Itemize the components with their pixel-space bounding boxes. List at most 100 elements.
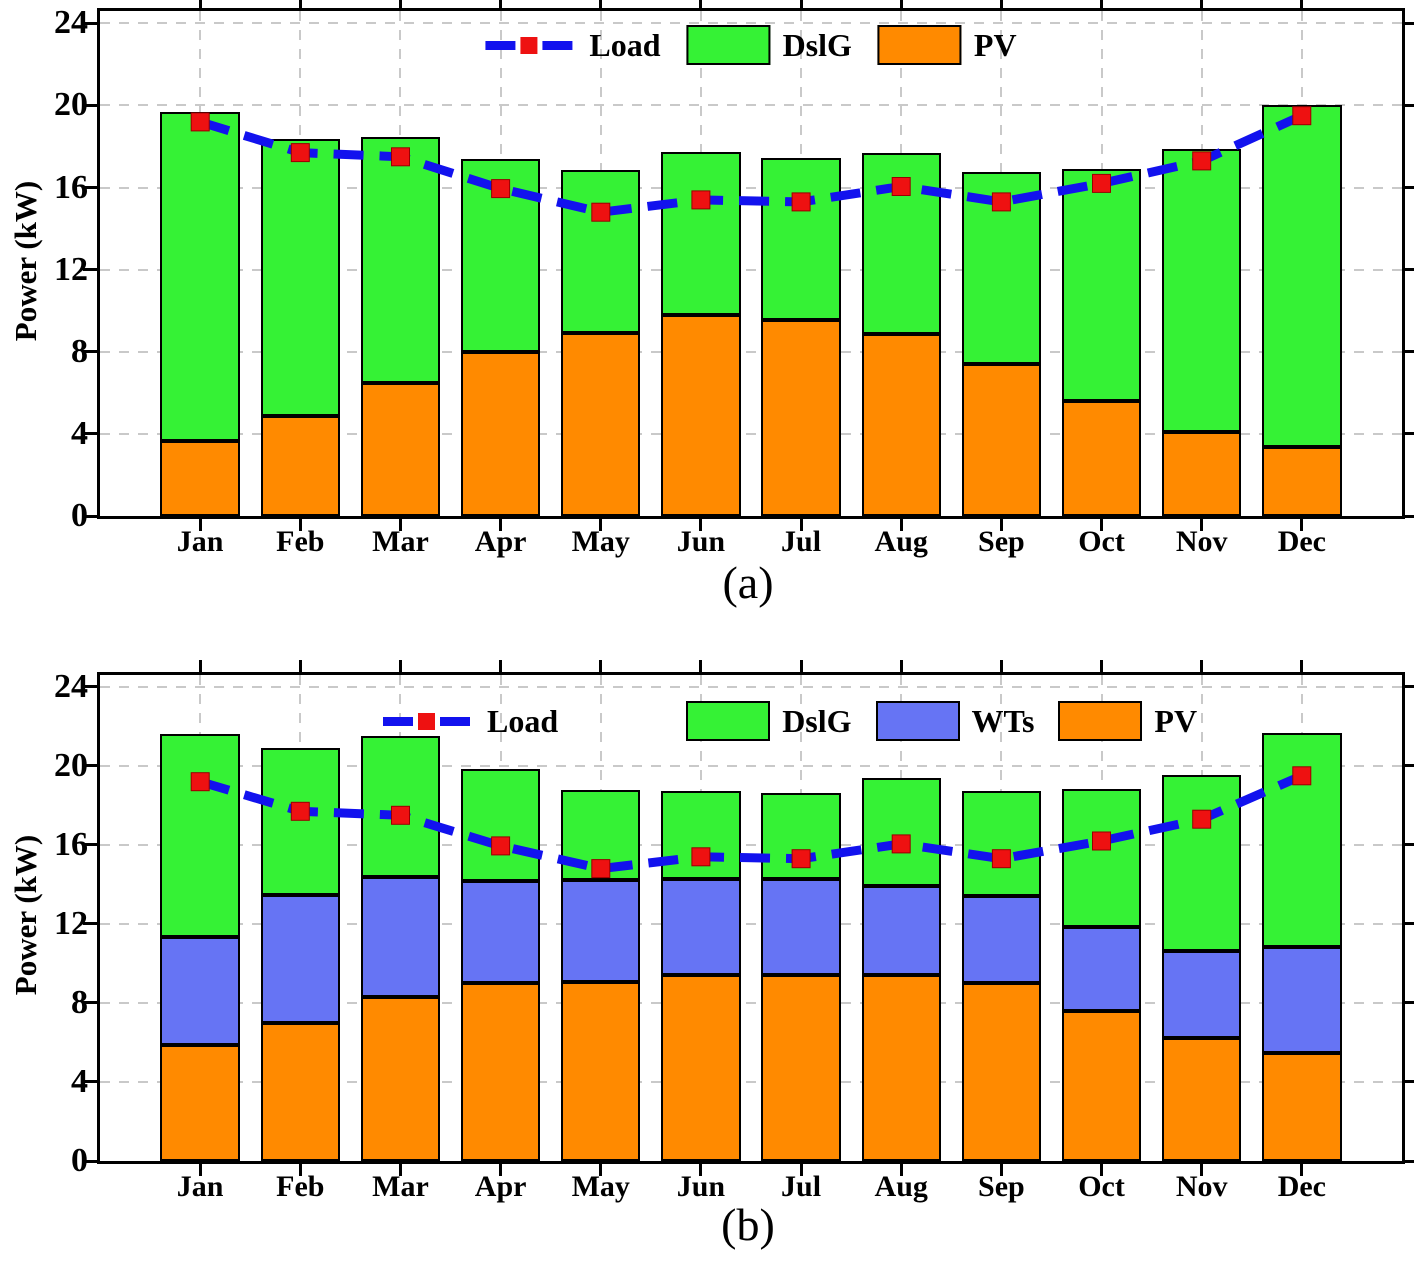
x-axis-tick — [599, 519, 603, 531]
bar-segment-pv — [1061, 1010, 1142, 1161]
bar-segment-dslg — [360, 137, 441, 383]
y-axis-tick-right — [1405, 21, 1414, 25]
y-axis-tick-right — [1405, 1159, 1414, 1163]
h-gridline — [100, 685, 1402, 688]
caption-a: (a) — [722, 557, 774, 608]
bar-segment-pv — [661, 314, 741, 516]
bar-segment-dslg — [1161, 148, 1242, 432]
bar-segment-pv — [460, 983, 541, 1161]
x-axis-tick-top — [799, 0, 803, 8]
x-axis-tick — [499, 519, 503, 531]
y-axis-tick — [83, 922, 97, 926]
bar-segment-pv — [961, 364, 1042, 516]
y-tick-label: 16 — [54, 825, 88, 863]
bar-segment-dslg — [260, 139, 341, 417]
x-axis-tick — [398, 1164, 402, 1176]
legend-label-dslg: DslG — [782, 702, 852, 739]
h-gridline — [100, 268, 1402, 271]
bar-segment-pv — [160, 1045, 240, 1161]
bar-segment-wts — [761, 878, 841, 976]
y-axis-tick-right — [1405, 514, 1414, 518]
bar-segment-pv — [561, 982, 641, 1161]
x-axis-tick-top — [499, 660, 503, 672]
y-axis-tick-right — [1405, 432, 1414, 436]
plot-area-b: Load DslG WTs PV 0 4 8 12 16 20 24 Jan Feb Mar Apr May… — [54, 660, 1414, 1203]
y-axis-tick-right — [1405, 186, 1414, 190]
y-tick-label: 24 — [54, 4, 88, 42]
legend-label-pv: PV — [973, 26, 1017, 63]
x-axis-tick-top — [499, 0, 503, 8]
bar-segment-pv — [761, 975, 841, 1161]
load-line-sample-icon — [485, 36, 577, 54]
legend-label-load: Load — [589, 26, 661, 63]
x-axis-tick — [1300, 1164, 1304, 1176]
x-axis-tick — [1100, 519, 1104, 531]
h-gridline — [100, 350, 1402, 353]
bar-segment-pv — [160, 441, 240, 516]
h-gridline — [100, 22, 1402, 25]
bar-segment-wts — [561, 880, 641, 983]
load-marker — [1292, 106, 1312, 126]
y-axis-tick-right — [1405, 1001, 1414, 1005]
load-marker — [691, 847, 711, 867]
load-line-sample-icon — [383, 712, 475, 730]
plot-area-a: Load DslG PV 0 4 8 12 16 20 24 Jan Feb Mar Apr May Jun… — [54, 0, 1414, 558]
bar-segment-pv — [1262, 1053, 1342, 1161]
legend-label-pv: PV — [1154, 702, 1198, 739]
x-axis-tick-top — [599, 0, 603, 8]
load-line — [198, 771, 1304, 874]
load-marker — [791, 849, 811, 869]
x-axis-tick — [699, 1164, 703, 1176]
load-line-layer — [190, 106, 1312, 222]
y-axis-tick — [83, 1001, 97, 1005]
caption-b: (b) — [721, 1199, 775, 1250]
bar-segment-wts — [160, 936, 240, 1046]
x-axis-tick-top — [198, 0, 202, 8]
legend-item-dslg: DslG — [686, 701, 852, 741]
h-gridline — [100, 1080, 1402, 1083]
x-axis-tick-top — [1100, 660, 1104, 672]
x-axis-tick — [999, 1164, 1003, 1176]
legend: Load DslG WTs PV — [383, 701, 1197, 741]
x-axis-tick-top — [398, 660, 402, 672]
x-axis-tick-top — [599, 660, 603, 672]
y-axis-tick-right — [1405, 685, 1414, 689]
load-marker — [991, 192, 1011, 212]
load-marker — [290, 801, 310, 821]
bar-segment-wts — [1161, 950, 1242, 1038]
load-marker — [1092, 831, 1111, 851]
bar-segment-wts — [1262, 946, 1342, 1054]
y-axis-tick — [83, 103, 97, 107]
y-tick-label: 12 — [54, 904, 88, 942]
bar-segment-pv — [1262, 447, 1342, 516]
x-axis-tick-top — [899, 660, 903, 672]
x-axis-tick-top — [1300, 660, 1304, 672]
x-axis-tick — [298, 1164, 302, 1176]
bar-segment-pv — [260, 1022, 341, 1161]
y-axis-tick — [83, 685, 97, 689]
h-gridline — [100, 764, 1402, 767]
legend-item-dslg: DslG — [686, 25, 852, 65]
bar-segment-wts — [260, 895, 341, 1023]
y-axis-tick — [83, 843, 97, 847]
legend-item-pv: PV — [877, 25, 1017, 65]
x-axis-tick-top — [1200, 660, 1204, 672]
bar-segment-pv — [360, 997, 441, 1161]
bar-segment-dslg — [861, 777, 941, 887]
bar-segment-dslg — [460, 768, 541, 882]
y-tick-label: 4 — [71, 414, 88, 452]
bar-segment-pv — [661, 975, 741, 1161]
x-axis-tick-top — [1100, 0, 1104, 8]
x-axis-tick-top — [1300, 0, 1304, 8]
legend-item-wts: WTs — [875, 701, 1035, 741]
x-axis-tick — [899, 519, 903, 531]
bar-segment-pv — [260, 416, 341, 516]
y-tick-label: 12 — [54, 250, 88, 288]
legend-label-wts: WTs — [971, 702, 1035, 739]
bar-segment-pv — [961, 983, 1042, 1161]
x-axis-tick-top — [899, 0, 903, 8]
y-tick-label: 24 — [54, 667, 88, 705]
x-axis-tick — [298, 519, 302, 531]
legend-item-load: Load — [383, 703, 558, 740]
legend-swatch-wts — [875, 701, 960, 741]
